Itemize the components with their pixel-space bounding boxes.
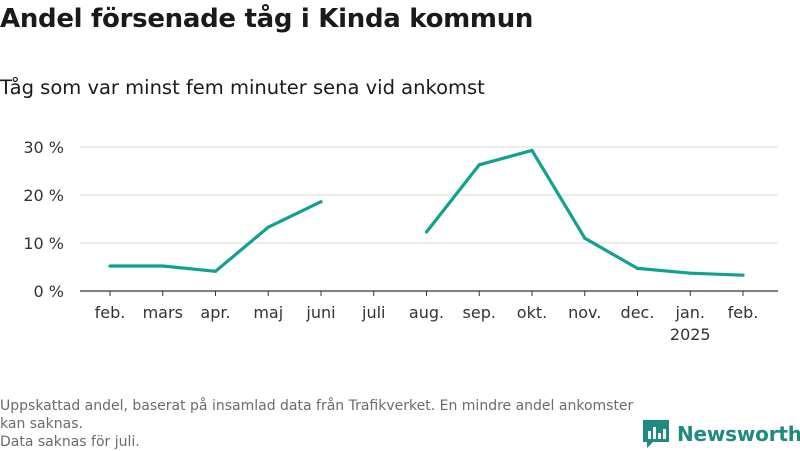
data-point (688, 271, 692, 275)
series-line-segment (425, 148, 744, 277)
brand-logo[interactable]: Newsworthy (643, 420, 800, 448)
x-axis: feb. mars apr. maj juni juli aug. sep. okt. nov. d… (95, 291, 759, 344)
footer-missing-note: Data saknas för juli. (0, 434, 140, 450)
series-line-segment (110, 200, 322, 273)
line-chart: 0 % 10 % 20 % 30 % feb. mars apr. maj juni juli a… (23, 138, 778, 344)
y-tick-label: 10 % (23, 234, 64, 253)
x-tick-label: apr. (200, 303, 230, 322)
data-point (266, 225, 270, 229)
x-tick-label: aug. (409, 303, 444, 322)
x-tick-label: sep. (463, 303, 496, 322)
newsworthy-logo-icon (643, 420, 669, 448)
x-tick-label: juni (305, 303, 335, 322)
x-tick-label: dec. (621, 303, 655, 322)
chart-subtitle: Tåg som var minst fem minuter sena vid a… (0, 76, 485, 99)
x-tick-label: nov. (568, 303, 601, 322)
y-axis-ticks: 0 % 10 % 20 % 30 % (23, 138, 64, 301)
data-point (635, 266, 640, 271)
x-tick-label: jan. (675, 303, 705, 322)
data-point (213, 269, 218, 273)
y-tick-label: 30 % (23, 138, 64, 157)
y-tick-label: 20 % (23, 186, 64, 205)
data-point (583, 236, 587, 240)
x-tick-label: juli (361, 303, 385, 322)
data-point (319, 200, 323, 204)
x-tick-label: mars (143, 303, 183, 322)
chart-title: Andel försenade tåg i Kinda kommun (0, 4, 534, 34)
x-tick-label: feb. (728, 303, 759, 322)
data-point (108, 264, 112, 268)
y-tick-label: 0 % (34, 282, 64, 301)
x-year-label: 2025 (670, 325, 711, 344)
brand-name: Newsworthy (677, 422, 800, 446)
data-point (530, 148, 534, 152)
data-point (161, 264, 165, 268)
data-point (741, 273, 745, 277)
x-tick-label: maj (253, 303, 283, 322)
series-lines (108, 148, 745, 277)
chart-footer: Uppskattad andel, baserat på insamlad da… (0, 397, 640, 451)
gridlines (80, 146, 778, 292)
data-point (477, 163, 481, 167)
footer-source-note: Uppskattad andel, baserat på insamlad da… (0, 398, 634, 432)
x-tick-label: feb. (95, 303, 126, 322)
data-point (424, 230, 429, 234)
x-tick-label: okt. (517, 303, 547, 322)
